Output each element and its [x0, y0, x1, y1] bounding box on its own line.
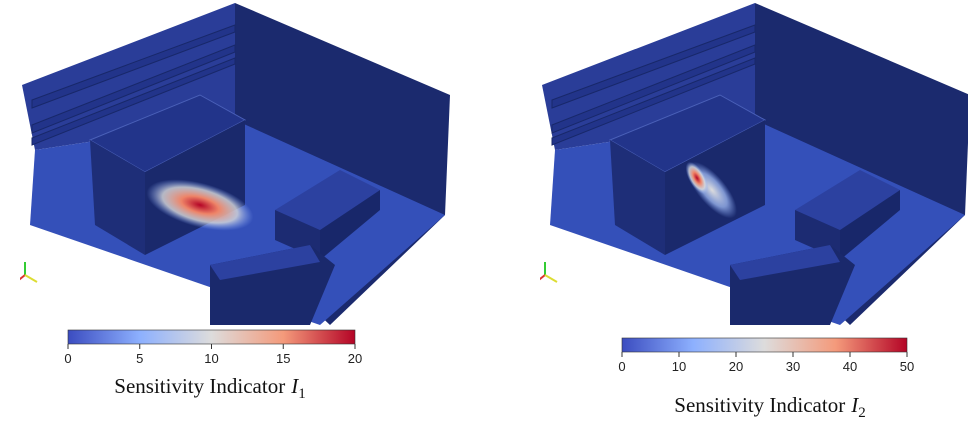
label-text: Sensitivity Indicator — [674, 393, 845, 417]
tick-label: 5 — [136, 351, 143, 366]
tick-label: 10 — [204, 351, 218, 366]
tick-label: 20 — [729, 359, 743, 374]
tick-label: 50 — [900, 359, 914, 374]
tick-label: 20 — [348, 351, 362, 366]
colorbar — [67, 329, 356, 345]
heat-region — [146, 179, 254, 231]
label-symbol: I — [850, 393, 859, 417]
colorbar — [621, 337, 908, 353]
heat-region — [685, 161, 709, 195]
scene — [15, 3, 450, 325]
scene — [535, 3, 968, 325]
label-text: Sensitivity Indicator — [114, 374, 285, 398]
tick-label: 40 — [843, 359, 857, 374]
label-symbol: I — [290, 374, 299, 398]
tick-label: 0 — [64, 351, 71, 366]
tick-label: 15 — [276, 351, 290, 366]
axis-label: Sensitivity Indicator I2 — [674, 393, 865, 421]
axis-label: Sensitivity Indicator I1 — [114, 374, 305, 402]
label-subscript: 2 — [858, 405, 866, 421]
tick-label: 10 — [672, 359, 686, 374]
tick-label: 0 — [618, 359, 625, 374]
tick-label: 30 — [786, 359, 800, 374]
label-subscript: 1 — [298, 386, 306, 402]
